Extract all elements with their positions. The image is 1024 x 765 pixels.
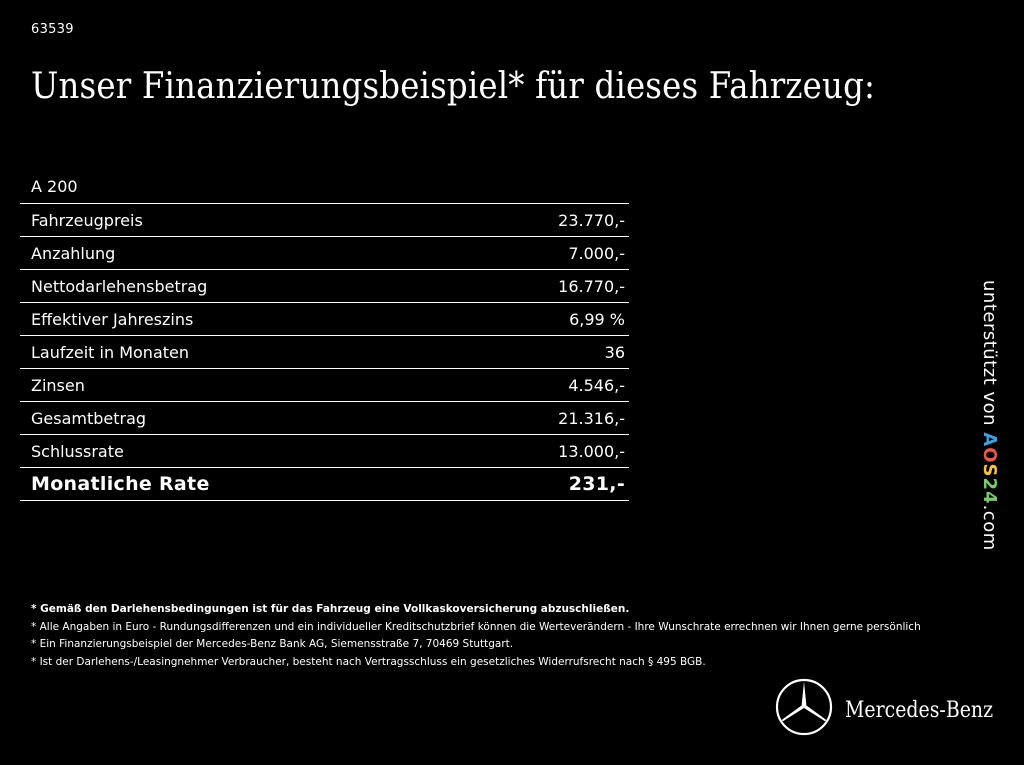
row-label: Effektiver Jahreszins [31,309,194,329]
footnote: * Ein Finanzierungsbeispiel der Mercedes… [31,638,514,650]
row-label: Gesamtbetrag [31,408,147,428]
row-value: 16.770,- [558,276,625,296]
monthly-rate-value: 231,- [568,473,625,495]
sponsor-brand: AOS24 [979,432,1000,505]
row-label: Fahrzeugpreis [31,210,143,230]
footnotes: * Gemäß den Darlehensbedingungen ist für… [31,601,1001,671]
footnote: * Ist der Darlehens-/Leasingnehmer Verbr… [31,655,706,668]
mercedes-star-icon [775,678,833,736]
financing-table: A 200 Fahrzeugpreis 23.770,- Anzahlung 7… [20,170,629,501]
row-value: 6,99 % [569,309,625,329]
table-row: Laufzeit in Monaten 36 [20,336,629,369]
table-row: Effektiver Jahreszins 6,99 % [20,303,629,336]
brand-wordmark: Mercedes-Benz [845,698,994,723]
monthly-rate-row: Monatliche Rate 231,- [20,468,629,501]
row-value: 21.316,- [558,408,625,428]
table-row: Anzahlung 7.000,- [20,237,629,270]
sponsor-credit: unterstützt von AOS24.com [979,280,1000,551]
row-label: Nettodarlehensbetrag [31,276,208,296]
table-row: Nettodarlehensbetrag 16.770,- [20,270,629,303]
page-headline: Unser Finanzierungsbeispiel* für dieses … [31,66,876,107]
table-row: Fahrzeugpreis 23.770,- [20,204,629,237]
model-name: A 200 [20,170,629,204]
row-value: 36 [604,342,625,362]
table-row: Schlussrate 13.000,- [20,435,629,468]
monthly-rate-label: Monatliche Rate [31,473,210,495]
row-value: 7.000,- [568,243,625,263]
row-value: 13.000,- [558,441,625,461]
row-label: Schlussrate [31,441,124,461]
sponsor-suffix: .com [979,504,1000,551]
sponsor-prefix: unterstützt von [979,280,1000,427]
row-value: 23.770,- [558,210,625,230]
footnote: * Alle Angaben in Euro - Rundungsdiffere… [31,620,921,633]
table-row: Gesamtbetrag 21.316,- [20,402,629,435]
row-label: Anzahlung [31,243,116,263]
row-value: 4.546,- [568,375,625,395]
table-row: Zinsen 4.546,- [20,369,629,402]
row-label: Zinsen [31,375,85,395]
footnote: * Gemäß den Darlehensbedingungen ist für… [31,603,630,615]
reference-number: 63539 [31,22,74,37]
row-label: Laufzeit in Monaten [31,342,190,362]
